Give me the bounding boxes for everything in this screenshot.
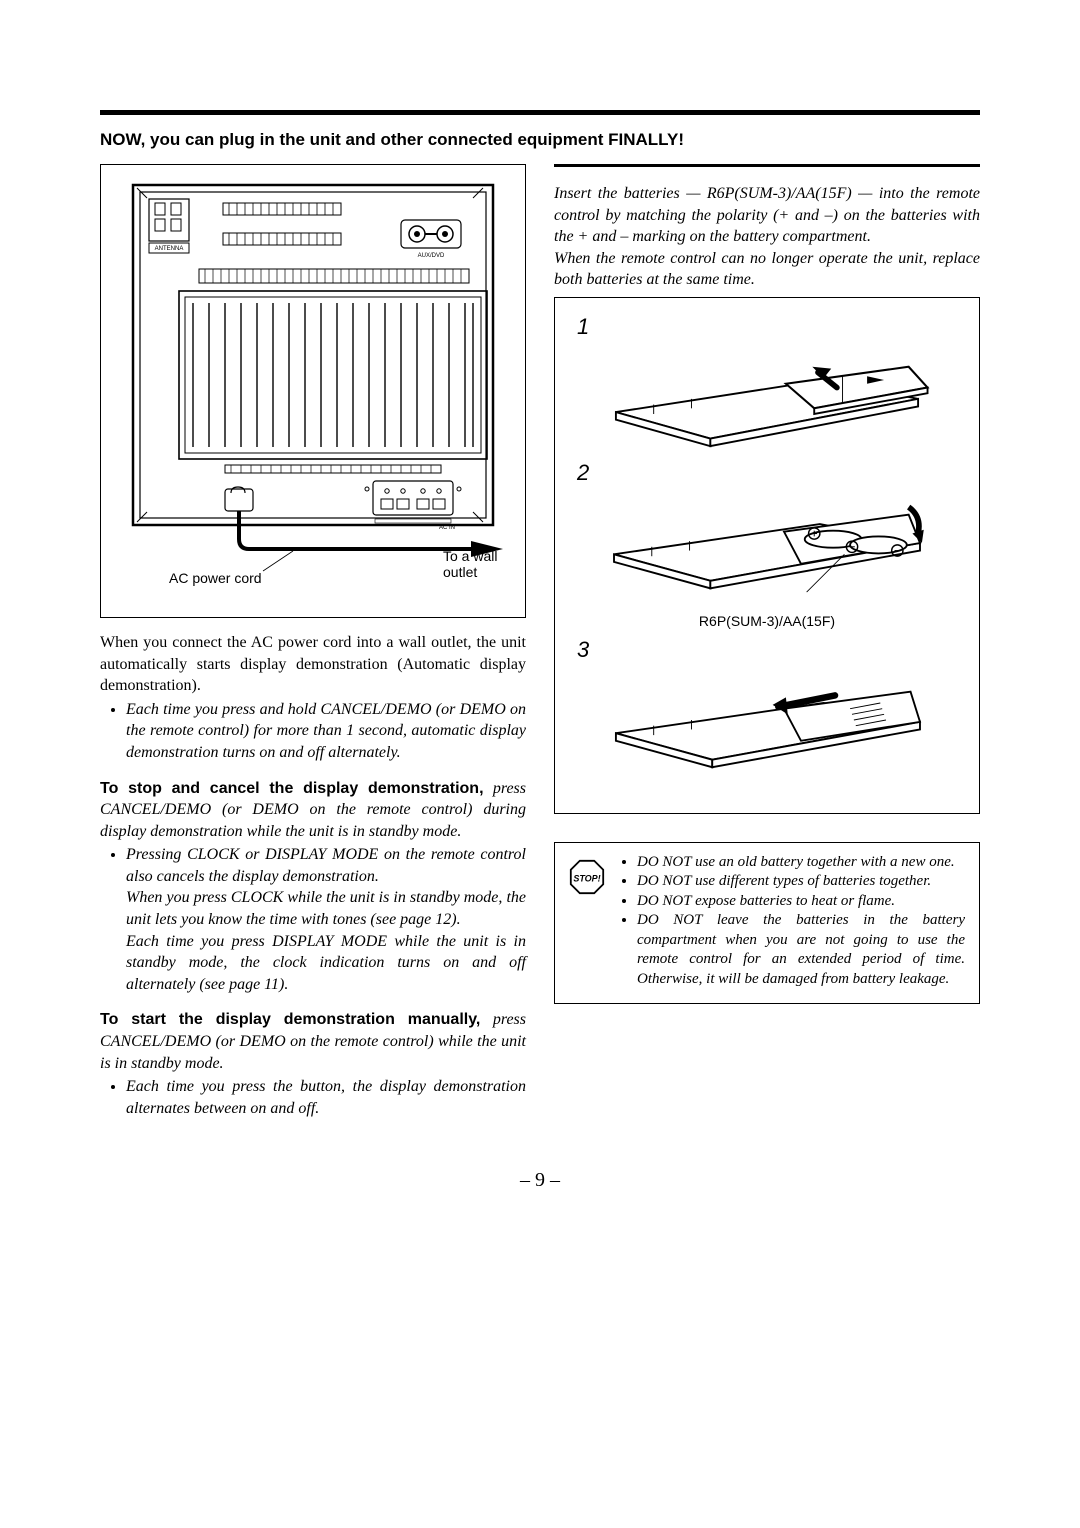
right-section-divider bbox=[554, 164, 980, 167]
aux-label: AUX/DVD bbox=[418, 253, 445, 259]
remote-step3-svg bbox=[597, 669, 937, 773]
start-demo-para: To start the display demonstration manua… bbox=[100, 1009, 526, 1074]
page-title: NOW, you can plug in the unit and other … bbox=[100, 129, 980, 152]
remote-battery-figure: 1 2 bbox=[554, 297, 980, 814]
demo-bullet-1: Each time you press and hold CANCEL/DEMO… bbox=[126, 699, 526, 764]
stop-icon: STOP! bbox=[569, 853, 609, 990]
caution-list: DO NOT use an old battery together with … bbox=[615, 853, 965, 990]
caution-item-2: DO NOT use different types of batteries … bbox=[637, 872, 965, 892]
start-bullet: Each time you press the button, the disp… bbox=[126, 1076, 526, 1119]
stop-demo-para: To stop and cancel the display demonstra… bbox=[100, 778, 526, 843]
remote-step2-svg bbox=[597, 492, 937, 605]
caution-item-4: DO NOT leave the batteries in the batter… bbox=[637, 911, 965, 989]
left-column: ANTENNA bbox=[100, 164, 526, 1119]
svg-text:STOP!: STOP! bbox=[573, 873, 600, 883]
top-divider bbox=[100, 110, 980, 115]
caution-box: STOP! DO NOT use an old battery together… bbox=[554, 842, 980, 1005]
outlet-label-1: To a wall bbox=[443, 548, 497, 564]
ac-in-label: AC IN bbox=[439, 525, 455, 531]
antenna-label: ANTENNA bbox=[155, 246, 184, 252]
battery-type-label: R6P(SUM-3)/AA(15F) bbox=[571, 613, 963, 629]
caution-item-1: DO NOT use an old battery together with … bbox=[637, 853, 965, 873]
start-heading: To start the display demonstration manua… bbox=[100, 1011, 480, 1028]
ac-cord-label: AC power cord bbox=[169, 570, 262, 586]
start-bullet-list: Each time you press the button, the disp… bbox=[100, 1076, 526, 1119]
step-2-number: 2 bbox=[577, 460, 963, 486]
left-intro-text: When you connect the AC power cord into … bbox=[100, 632, 526, 697]
demo-bullet-list: Each time you press and hold CANCEL/DEMO… bbox=[100, 699, 526, 764]
stop-sub-list: Pressing CLOCK or DISPLAY MODE on the re… bbox=[100, 844, 526, 995]
outlet-label-2: outlet bbox=[443, 564, 477, 580]
step-3-number: 3 bbox=[577, 637, 963, 663]
stop-heading: To stop and cancel the display demonstra… bbox=[100, 780, 484, 797]
caution-item-3: DO NOT expose batteries to heat or flame… bbox=[637, 892, 965, 912]
rear-panel-figure: ANTENNA bbox=[100, 164, 526, 618]
page-number: – 9 – bbox=[100, 1169, 980, 1192]
stop-sub-bullet: Pressing CLOCK or DISPLAY MODE on the re… bbox=[126, 844, 526, 995]
right-column: Insert the batteries — R6P(SUM-3)/AA(15F… bbox=[554, 164, 980, 1119]
right-intro-text: Insert the batteries — R6P(SUM-3)/AA(15F… bbox=[554, 183, 980, 291]
rear-panel-svg: ANTENNA bbox=[113, 175, 513, 605]
remote-step1-svg bbox=[597, 346, 937, 450]
step-1-number: 1 bbox=[577, 314, 963, 340]
